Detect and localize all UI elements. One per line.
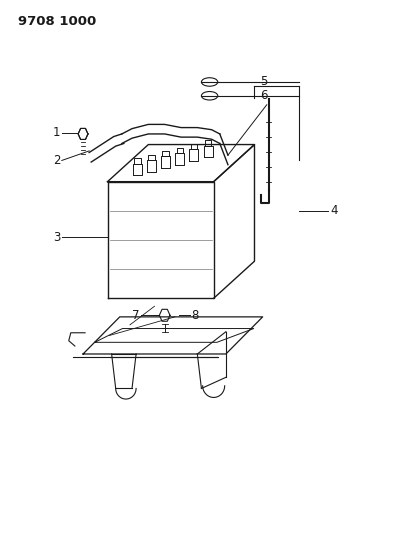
Text: 1: 1	[53, 126, 60, 140]
Text: 9708 1000: 9708 1000	[18, 14, 96, 28]
Text: 2: 2	[53, 154, 60, 167]
Text: 4: 4	[330, 204, 337, 217]
Text: 7: 7	[132, 309, 139, 322]
Text: 3: 3	[53, 231, 60, 244]
Polygon shape	[78, 128, 88, 140]
Text: 6: 6	[261, 89, 268, 102]
Text: 8: 8	[191, 309, 199, 322]
Polygon shape	[159, 309, 170, 321]
Text: 5: 5	[261, 76, 268, 88]
